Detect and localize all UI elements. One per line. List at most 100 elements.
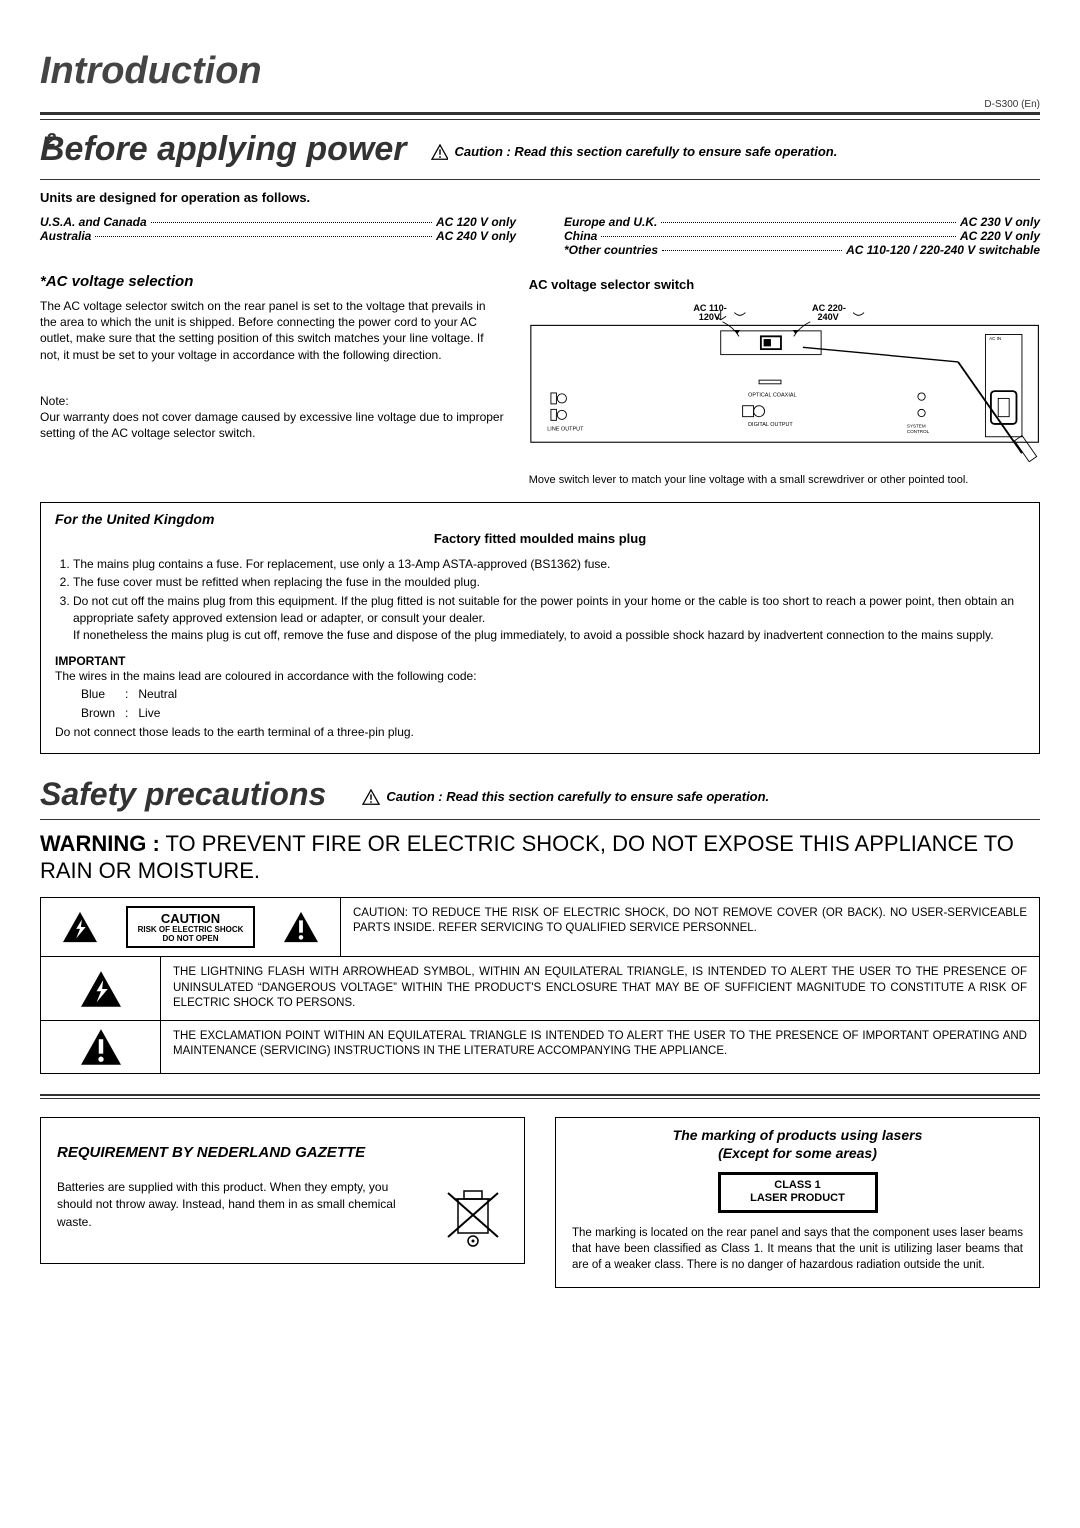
units-line: Units are designed for operation as foll…	[40, 190, 1040, 205]
svg-text:SYSTEM: SYSTEM	[907, 424, 926, 429]
safety-title: Safety precautions	[40, 776, 326, 813]
caution-box: CAUTION RISK OF ELECTRIC SHOCK DO NOT OP…	[40, 897, 1040, 958]
volt-row: *Other countries AC 110-120 / 220-240 V …	[564, 243, 1040, 257]
before-title: Before applying power	[40, 130, 407, 169]
rule-thin-2	[40, 179, 1040, 180]
wire-color: Blue	[81, 686, 123, 703]
laser-box: The marking of products using lasers (Ex…	[555, 1117, 1040, 1288]
class1-label: CLASS 1 LASER PRODUCT	[718, 1172, 878, 1212]
lightning-triangle-icon	[61, 910, 99, 944]
wire-colon: :	[125, 686, 136, 703]
volt-region: China	[564, 229, 597, 243]
wire-role: Neutral	[138, 686, 185, 703]
laser-title-1: The marking of products using lasers	[673, 1127, 923, 1143]
safety-row: Safety precautions Caution : Read this s…	[40, 776, 1040, 813]
laser-title: The marking of products using lasers (Ex…	[572, 1126, 1023, 1162]
svg-text:OPTICAL COAXIAL: OPTICAL COAXIAL	[748, 393, 796, 399]
volt-region: Europe and U.K.	[564, 215, 657, 229]
volt-value: AC 220 V only	[960, 229, 1040, 243]
svg-text:DIGITAL OUTPUT: DIGITAL OUTPUT	[748, 422, 793, 428]
volt-row: U.S.A. and Canada AC 120 V only	[40, 215, 516, 229]
gazette-body-row: Batteries are supplied with this product…	[57, 1179, 508, 1249]
svg-text:120V: 120V	[699, 312, 721, 322]
uk-list: The mains plug contains a fuse. For repl…	[55, 556, 1025, 644]
exclaim-triangle-icon	[282, 910, 320, 944]
symbol-row-lightning: THE LIGHTNING FLASH WITH ARROWHEAD SYMBO…	[40, 957, 1040, 1021]
caution-text-1: Caution : Read this section carefully to…	[455, 144, 838, 159]
ac-note-block: Note: Our warranty does not cover damage…	[40, 393, 505, 442]
gazette-col: REQUIREMENT BY NEDERLAND GAZETTE Batteri…	[40, 1117, 525, 1288]
caution-label: CAUTION	[138, 911, 244, 926]
battery-bin-icon	[438, 1179, 508, 1249]
laser-title-2: (Except for some areas)	[718, 1145, 877, 1161]
gazette-title: REQUIREMENT BY NEDERLAND GAZETTE	[57, 1144, 508, 1161]
bottom-columns: REQUIREMENT BY NEDERLAND GAZETTE Batteri…	[40, 1117, 1040, 1288]
ac-body: The AC voltage selector switch on the re…	[40, 298, 505, 363]
lightning-text: THE LIGHTNING FLASH WITH ARROWHEAD SYMBO…	[161, 957, 1039, 1020]
ac-section: *AC voltage selection The AC voltage sel…	[40, 273, 1040, 488]
uk-item: Do not cut off the mains plug from this …	[73, 593, 1025, 643]
leader-dots	[662, 250, 842, 251]
wire-colon: :	[125, 705, 136, 722]
ac-left: *AC voltage selection The AC voltage sel…	[40, 273, 505, 488]
leader-dots	[661, 222, 956, 223]
lightning-triangle-icon	[78, 969, 124, 1009]
volt-value: AC 120 V only	[436, 215, 516, 229]
rule-thin-3	[40, 819, 1040, 820]
wire-color: Brown	[81, 705, 123, 722]
rule-thin	[40, 119, 1040, 120]
rule-thick	[40, 112, 1040, 115]
wire-note: Do not connect those leads to the earth …	[55, 725, 414, 739]
uk-box: For the United Kingdom Factory fitted mo…	[40, 502, 1040, 754]
before-section: 2 Before applying power Caution : Read t…	[40, 130, 1040, 169]
laser-col: The marking of products using lasers (Ex…	[555, 1117, 1040, 1288]
leader-dots	[601, 236, 956, 237]
class1-line1: CLASS 1	[774, 1179, 820, 1191]
svg-text:240V: 240V	[817, 312, 839, 322]
ac-right: AC voltage selector switch AC 110- 120V …	[529, 273, 1040, 488]
header-row: D-S300 (En)	[40, 99, 1040, 110]
page-number: 2	[46, 130, 56, 151]
leader-dots	[95, 236, 432, 237]
caution-line-2: Caution : Read this section carefully to…	[362, 789, 769, 805]
rule-double-bot	[40, 1098, 1040, 1099]
svg-text:AC IN: AC IN	[989, 336, 1001, 341]
volt-region: U.S.A. and Canada	[40, 215, 147, 229]
class1-line2: LASER PRODUCT	[750, 1192, 845, 1204]
warning-block: WARNING : TO PREVENT FIRE OR ELECTRIC SH…	[40, 830, 1040, 885]
important-label: IMPORTANT	[55, 654, 1025, 668]
page: Introduction D-S300 (En) 2 Before applyi…	[0, 0, 1080, 1328]
voltage-col-left: U.S.A. and Canada AC 120 V only Australi…	[40, 215, 516, 257]
intro-title: Introduction	[40, 50, 1040, 93]
svg-text:CONTROL: CONTROL	[907, 429, 930, 434]
exclaim-text: THE EXCLAMATION POINT WITHIN AN EQUILATE…	[161, 1021, 1039, 1073]
warning-triangle-icon	[431, 144, 449, 160]
symbol-row-exclaim: THE EXCLAMATION POINT WITHIN AN EQUILATE…	[40, 1021, 1040, 1074]
volt-value: AC 230 V only	[960, 215, 1040, 229]
warning-label: WARNING :	[40, 831, 160, 856]
svg-text:LINE OUTPUT: LINE OUTPUT	[547, 426, 584, 432]
volt-row: Australia AC 240 V only	[40, 229, 516, 243]
volt-region: *Other countries	[564, 243, 658, 257]
volt-row: China AC 220 V only	[564, 229, 1040, 243]
caution-text-2: Caution : Read this section carefully to…	[386, 789, 769, 804]
volt-value: AC 240 V only	[436, 229, 516, 243]
voltage-col-right: Europe and U.K. AC 230 V only China AC 2…	[564, 215, 1040, 257]
exclaim-triangle-icon	[78, 1027, 124, 1067]
symbol-cell	[41, 957, 161, 1020]
gazette-body: Batteries are supplied with this product…	[57, 1179, 426, 1231]
switch-title: AC voltage selector switch	[529, 277, 1040, 292]
wire-intro: The wires in the mains lead are coloured…	[55, 669, 477, 683]
rule-double-top	[40, 1094, 1040, 1096]
wire-block: The wires in the mains lead are coloured…	[55, 668, 1025, 741]
caution-box-right: CAUTION: TO REDUCE THE RISK OF ELECTRIC …	[341, 898, 1039, 957]
laser-body: The marking is located on the rear panel…	[572, 1225, 1023, 1273]
volt-row: Europe and U.K. AC 230 V only	[564, 215, 1040, 229]
caution-label-box: CAUTION RISK OF ELECTRIC SHOCK DO NOT OP…	[126, 906, 256, 949]
gazette-box: REQUIREMENT BY NEDERLAND GAZETTE Batteri…	[40, 1117, 525, 1264]
ac-note: Our warranty does not cover damage cause…	[40, 410, 504, 440]
wire-role: Live	[138, 705, 185, 722]
uk-heading: For the United Kingdom	[55, 511, 1025, 527]
rear-panel-diagram: AC 110- 120V AC 220- 240V OPTICAL COA	[529, 298, 1040, 462]
leader-dots	[151, 222, 432, 223]
